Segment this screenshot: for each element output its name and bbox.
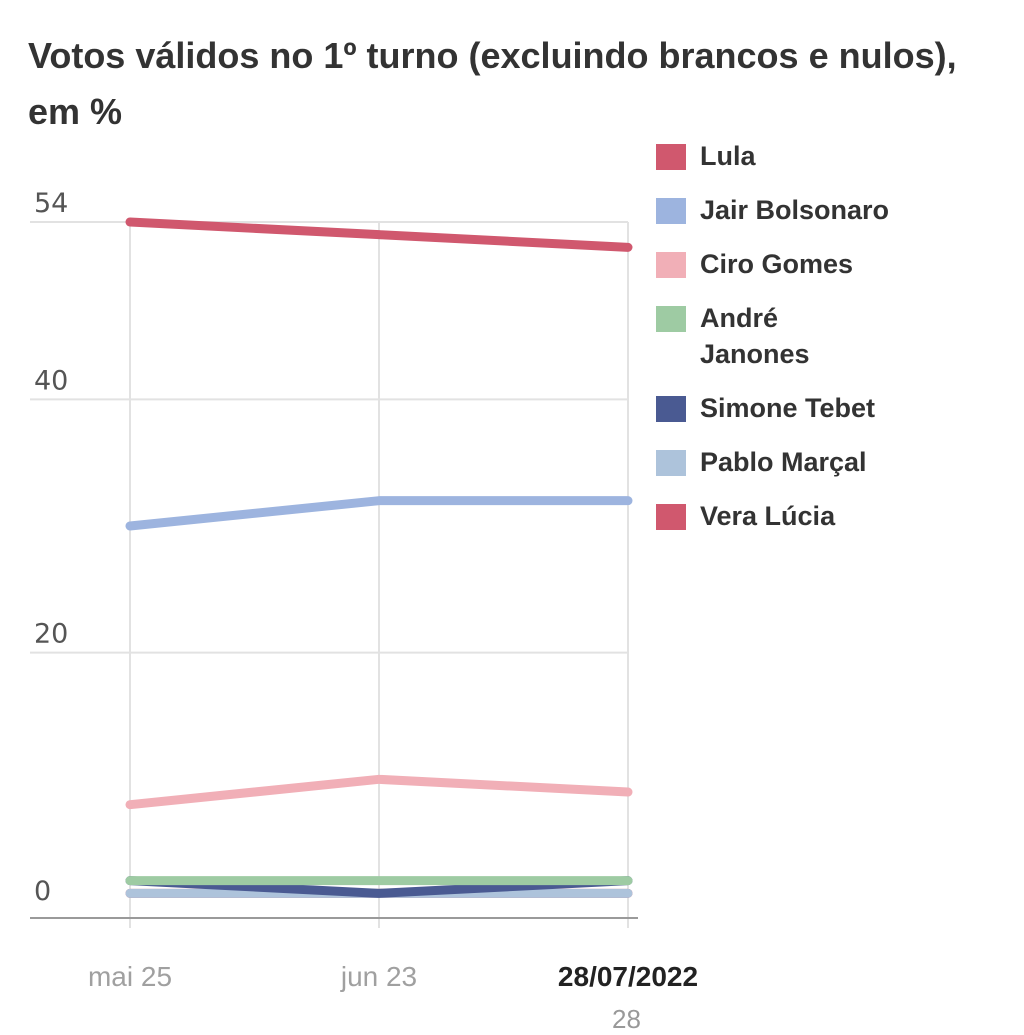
legend-label: André Janones	[700, 303, 810, 369]
legend-item: Pablo Marçal	[656, 444, 1016, 480]
legend-item: Ciro Gomes	[656, 246, 1016, 282]
x-axis-ticks: mai 25 jun 23 28/07/2022	[88, 961, 698, 992]
legend-swatch	[656, 450, 686, 476]
footer-fragment: 28	[612, 1004, 641, 1034]
legend-label: Jair Bolsonaro	[700, 195, 890, 225]
x-tick-label: jun 23	[340, 961, 417, 992]
legend-item: Simone Tebet	[656, 390, 1016, 426]
legend-label: Simone Tebet	[700, 393, 876, 423]
y-axis-ticks: 0 20 40 54	[34, 188, 68, 907]
legend-item: Lula	[656, 138, 1016, 174]
legend-label: Ciro Gomes	[700, 249, 854, 279]
legend-label: Lula	[700, 141, 756, 171]
x-tick-label: mai 25	[88, 961, 172, 992]
legend-item: André Janones	[656, 300, 1016, 372]
legend-swatch	[656, 306, 686, 332]
legend-swatch	[656, 504, 686, 530]
series-line-ciro-gomes	[125, 774, 633, 810]
x-tick-label: 28/07/2022	[558, 961, 698, 992]
legend-swatch	[656, 252, 686, 278]
y-tick-label: 0	[34, 876, 51, 907]
chart-legend: Lula Jair Bolsonaro Ciro Gomes André Janone…	[656, 138, 1016, 552]
y-tick-label: 54	[34, 188, 68, 219]
y-tick-label: 20	[34, 619, 68, 650]
series-lines	[125, 217, 633, 898]
legend-label: Vera Lúcia	[700, 501, 836, 531]
legend-item: Jair Bolsonaro	[656, 192, 1016, 228]
legend-swatch	[656, 144, 686, 170]
series-line-jair-bolsonaro	[125, 496, 633, 531]
legend-label: Pablo Marçal	[700, 447, 867, 477]
legend-swatch	[656, 198, 686, 224]
chart-title: Votos válidos no 1º turno (excluindo bra…	[28, 35, 957, 132]
y-tick-label: 40	[34, 365, 68, 396]
series-line-lula	[125, 217, 633, 252]
grid-lines	[30, 221, 638, 928]
legend-swatch	[656, 396, 686, 422]
legend-item: Vera Lúcia	[656, 498, 1016, 534]
